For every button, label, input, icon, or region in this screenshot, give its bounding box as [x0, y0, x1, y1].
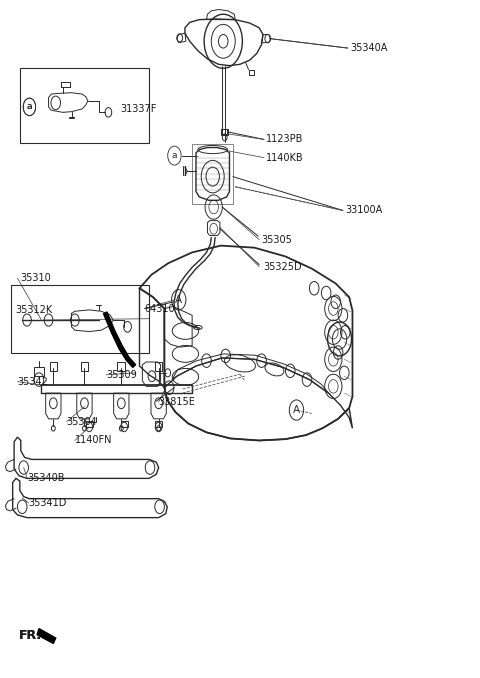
Text: 35325D: 35325D: [263, 262, 301, 272]
Text: a: a: [172, 151, 177, 160]
Text: A: A: [293, 405, 300, 415]
Text: a: a: [27, 102, 32, 111]
Text: FR.: FR.: [19, 629, 42, 642]
Text: 35305: 35305: [262, 235, 292, 245]
Text: 33815E: 33815E: [158, 397, 195, 407]
Text: a: a: [27, 102, 32, 111]
Bar: [81, 362, 88, 372]
Text: 35340B: 35340B: [27, 473, 64, 483]
Bar: [20, 68, 149, 143]
Bar: [121, 421, 128, 427]
Text: A: A: [175, 295, 182, 304]
Text: 64310: 64310: [144, 304, 175, 313]
Polygon shape: [37, 629, 56, 643]
Text: 35341D: 35341D: [28, 498, 67, 508]
Text: 1123PB: 1123PB: [266, 134, 304, 144]
Text: 31337F: 31337F: [120, 104, 157, 114]
Bar: [49, 362, 57, 372]
Text: 1140FN: 1140FN: [75, 435, 112, 445]
Text: 35340A: 35340A: [350, 43, 387, 53]
Text: 1140KB: 1140KB: [266, 153, 304, 163]
Polygon shape: [104, 312, 136, 367]
Bar: [155, 362, 162, 372]
Bar: [34, 367, 44, 376]
Text: 33100A: 33100A: [345, 205, 383, 216]
Bar: [118, 362, 125, 372]
Bar: [221, 129, 228, 136]
Text: 35309: 35309: [106, 370, 137, 380]
Text: 35304: 35304: [67, 416, 97, 426]
Bar: [86, 421, 93, 427]
Text: 35342: 35342: [17, 376, 48, 386]
Text: FR.: FR.: [19, 629, 42, 642]
Bar: [156, 421, 162, 427]
Text: 35312K: 35312K: [15, 305, 52, 315]
Bar: [222, 129, 227, 134]
Text: 35310: 35310: [20, 273, 50, 283]
Bar: [11, 285, 149, 353]
Bar: [192, 144, 233, 203]
